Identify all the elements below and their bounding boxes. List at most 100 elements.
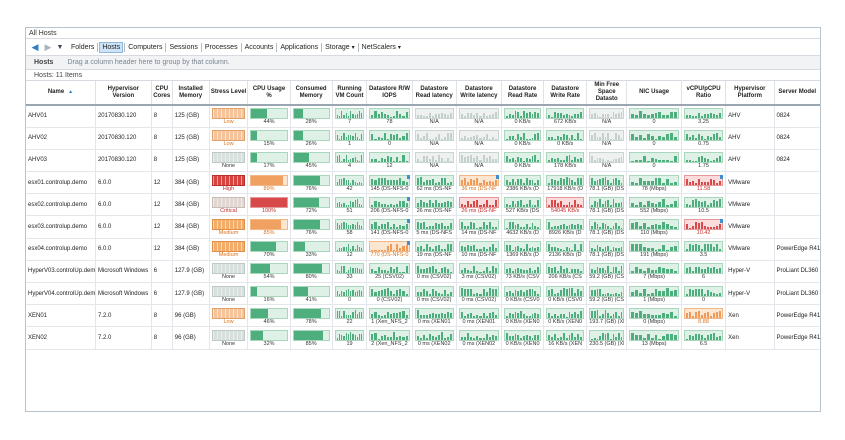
sparkline-bar xyxy=(617,271,620,274)
column-header[interactable]: CPU Usage % xyxy=(247,81,291,106)
tab-sessions[interactable]: Sessions xyxy=(167,43,199,52)
tab-processes[interactable]: Processes xyxy=(203,43,240,52)
sparkline-bar xyxy=(460,113,463,119)
cell-value: 5 ms (DS-NFS xyxy=(416,230,453,237)
column-header[interactable]: Consumed Memory xyxy=(290,81,333,106)
sparkline-bar xyxy=(662,336,666,340)
host-name-cell: esx03.controlup.demo xyxy=(26,215,96,239)
tab-folders[interactable]: Folders xyxy=(69,43,96,52)
sparkline-bar xyxy=(390,290,393,296)
sparkline-chart xyxy=(458,219,500,231)
sparkline-bar xyxy=(446,225,449,230)
column-header[interactable]: Stress Level xyxy=(209,81,249,106)
sparkline-bars xyxy=(506,199,540,207)
datastore-read-latency-cell: N/A xyxy=(412,127,457,150)
cell-value: 0 KB/s (XEN0 xyxy=(505,318,540,325)
cell-graphic: 14 ms (DS-NF xyxy=(458,217,500,237)
sparkline-bar xyxy=(371,269,374,274)
sparkline-bar xyxy=(476,134,479,141)
sparkline-bar xyxy=(393,224,396,230)
column-header[interactable]: NIC Usage xyxy=(626,81,682,106)
sparkline-bar xyxy=(473,315,476,318)
sparkline-bar xyxy=(646,267,650,274)
column-header[interactable]: Datastore Write Rate xyxy=(543,81,588,106)
column-header[interactable]: vCPU/pCPU Ratio xyxy=(681,81,727,106)
sparkline-bar xyxy=(467,244,470,252)
sparkline-bar xyxy=(612,158,615,163)
sparkline-bar xyxy=(646,114,650,119)
sparkline-bar xyxy=(485,291,488,296)
usage-bar-fill xyxy=(251,242,277,252)
table-row[interactable]: esx03.controlup.demo 6.0.0 12 384 (GB) Mediu… xyxy=(26,215,820,239)
column-header[interactable]: Hypervisor Platform xyxy=(725,81,775,106)
cell-value: 0 KB/s xyxy=(514,119,531,126)
sparkline-bar xyxy=(534,312,537,318)
forward-arrow-icon[interactable]: ▶ xyxy=(44,41,52,52)
sparkline-bar xyxy=(485,115,488,119)
tab-storage[interactable]: Storage ▾ xyxy=(323,43,357,52)
sparkline-bar xyxy=(345,333,347,340)
table-row[interactable]: AHV02 20170830.120 8 125 (GB) Low 15% 26% 1 0 N/A… xyxy=(26,127,820,150)
column-header[interactable]: Datastore Read Rate xyxy=(501,81,545,106)
column-header[interactable]: Running VM Count xyxy=(332,81,368,106)
tab-accounts[interactable]: Accounts xyxy=(243,43,276,52)
table-row[interactable]: esx01.controlup.demo 6.0.0 12 384 (GB) High 8… xyxy=(26,171,820,195)
consumed-memory-cell: 33% xyxy=(290,238,333,261)
tab-computers[interactable]: Computers xyxy=(126,43,164,52)
column-header[interactable]: Hypervisor Version xyxy=(95,81,152,106)
table-row[interactable]: HyperV04.controlUp.demo Microsoft Windows… xyxy=(26,282,820,306)
sparkline-bar xyxy=(358,268,361,274)
column-header[interactable]: Datastore Write latency xyxy=(456,81,503,106)
sparkline-bar xyxy=(449,181,452,185)
cell-value: 0 xyxy=(652,163,656,170)
sparkline-bar xyxy=(422,156,425,163)
table-row[interactable]: XEN02 7.2.0 8 96 (GB) None 32% 85% 19 2 (Xen_NFS… xyxy=(26,326,820,350)
dropdown-menu-icon[interactable]: ▼ xyxy=(56,43,64,51)
sparkline-bar xyxy=(467,181,470,185)
running-vm-count-cell: 33 xyxy=(332,260,368,284)
column-header[interactable]: Datastore R/W IOPS xyxy=(366,81,413,106)
sparkline-bar xyxy=(425,314,428,318)
table-row[interactable]: AHV01 20170830.120 8 125 (GB) Low 44% 28% 7 78 N/… xyxy=(26,105,820,128)
cell-graphic: 26% xyxy=(292,128,330,148)
sparkline-chart xyxy=(683,263,724,275)
table-row[interactable]: XEN01 7.2.0 8 96 (GB) Low 46% 78% 22 1 (Xen_NFS_… xyxy=(26,304,820,328)
alert-flag-icon xyxy=(406,241,410,246)
column-header[interactable]: Server Model xyxy=(774,81,820,106)
cell-graphic: 1 (Mbps) xyxy=(629,284,679,304)
table-row[interactable]: esx04.controlup.demo 6.0.0 12 384 (GB) Mediu… xyxy=(26,238,820,261)
tab-hosts[interactable]: Hosts xyxy=(99,41,124,53)
sparkline-bar xyxy=(352,136,354,141)
sparkline-bar xyxy=(710,202,713,207)
column-header[interactable]: Installed Memory xyxy=(172,81,210,106)
sparkline-bars xyxy=(416,288,452,296)
back-arrow-icon[interactable]: ◀ xyxy=(31,41,39,52)
sparkline-bar xyxy=(719,267,722,274)
sparkline-bar xyxy=(488,222,491,230)
sparkline-bar xyxy=(559,289,562,296)
sparkline-bar xyxy=(607,133,609,141)
sparkline-bar xyxy=(393,268,396,274)
sparkline-bar xyxy=(701,314,704,318)
sparkline-bar xyxy=(506,156,508,163)
sparkline-bar xyxy=(405,314,408,318)
sparkline-bar xyxy=(548,244,551,252)
table-row[interactable]: AHV03 20170830.120 8 125 (GB) None 17% 45% 4 12 N… xyxy=(26,149,820,173)
table-row[interactable]: esx02.controlup.demo 6.0.0 12 384 (GB) Criti… xyxy=(26,193,820,217)
column-header[interactable]: Name ▲ xyxy=(26,81,96,106)
column-header[interactable]: CPU Cores xyxy=(151,81,173,106)
tab-applications[interactable]: Applications xyxy=(278,43,320,52)
column-header[interactable]: Datastore Read latency xyxy=(412,81,457,106)
group-by-bar[interactable]: Hosts Drag a column header here to group… xyxy=(26,56,820,70)
tab-netscalers[interactable]: NetScalers ▾ xyxy=(360,43,403,52)
sparkline-bar xyxy=(620,247,623,252)
cell-value: 51 xyxy=(346,207,353,214)
cell-value: 0 KB/s (CSV0 xyxy=(505,296,540,303)
sparkline-bar xyxy=(383,289,386,296)
sparkline-bar xyxy=(506,268,508,274)
sparkline-bar xyxy=(345,247,347,252)
column-header[interactable]: Min Free Space Datasto xyxy=(586,81,628,106)
table-row[interactable]: HyperV03.controlUp.demo Microsoft Windows… xyxy=(26,260,820,284)
cell-value: N/A xyxy=(474,141,484,148)
sparkline-bar xyxy=(631,113,635,119)
